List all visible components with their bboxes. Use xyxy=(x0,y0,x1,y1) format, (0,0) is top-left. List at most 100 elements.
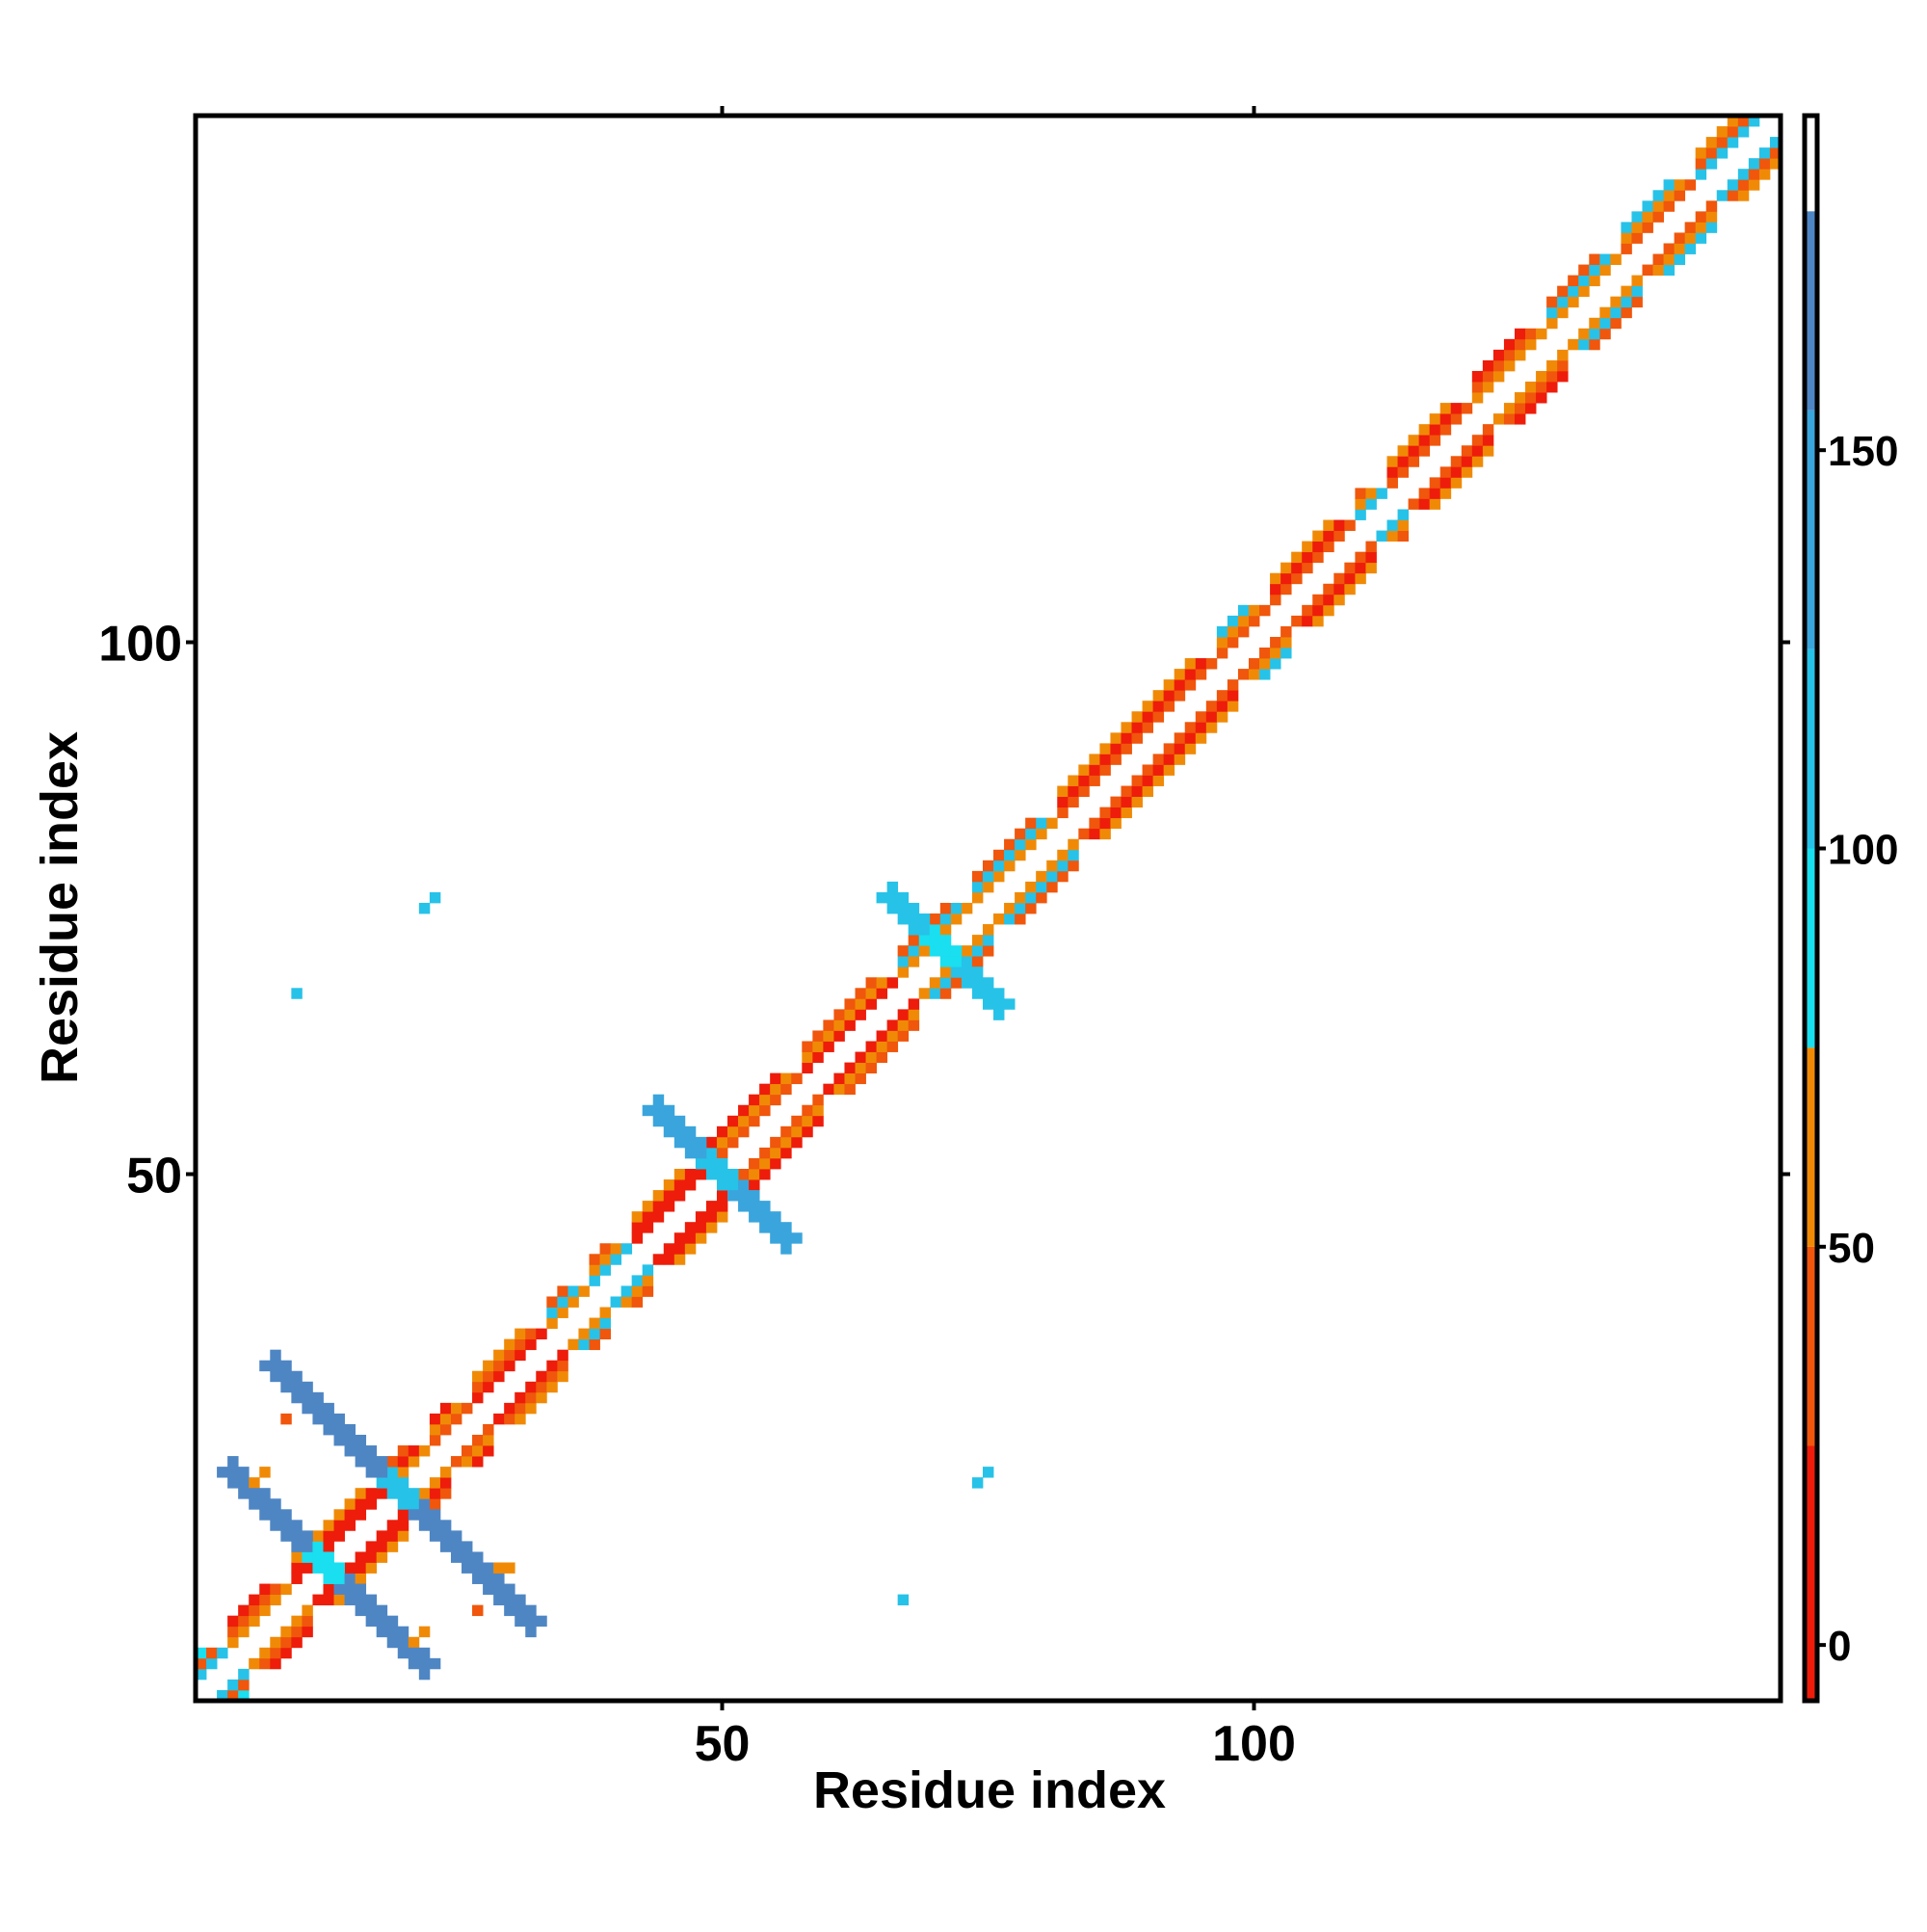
heatmap-cell xyxy=(770,1232,781,1244)
heatmap-cell xyxy=(759,1094,771,1106)
heatmap-cell xyxy=(270,1636,281,1649)
heatmap-cell xyxy=(1610,296,1622,308)
heatmap-cell xyxy=(1769,158,1782,170)
heatmap-cell xyxy=(855,988,866,999)
heatmap-cell xyxy=(312,1413,324,1425)
heatmap-cell xyxy=(333,1509,345,1521)
heatmap-cell xyxy=(1705,211,1718,223)
heatmap-cell xyxy=(1397,445,1409,457)
heatmap-cell xyxy=(333,1530,345,1542)
heatmap-cell xyxy=(684,1147,697,1159)
heatmap-cell xyxy=(472,1562,484,1574)
heatmap-cell xyxy=(1589,264,1600,276)
heatmap-cell xyxy=(536,1391,547,1404)
heatmap-cell xyxy=(1514,328,1526,340)
heatmap-cell xyxy=(791,1115,803,1127)
heatmap-cell xyxy=(749,1201,760,1212)
heatmap-cell xyxy=(280,1381,292,1393)
heatmap-cell xyxy=(1482,445,1494,457)
heatmap-cell xyxy=(589,1317,600,1329)
heatmap-cell xyxy=(802,1115,813,1127)
heatmap-cell xyxy=(1546,317,1558,330)
x-axis-label: Residue index xyxy=(813,1761,1166,1819)
heatmap-cell xyxy=(1163,764,1175,776)
heatmap-cell xyxy=(1355,572,1366,585)
heatmap-cell xyxy=(355,1551,367,1563)
heatmap-cell xyxy=(1439,488,1452,499)
heatmap-cell xyxy=(1174,690,1186,701)
heatmap-cell xyxy=(365,1551,378,1563)
heatmap-cell xyxy=(280,1360,292,1372)
heatmap-cell xyxy=(684,1222,697,1233)
heatmap-cell xyxy=(1270,594,1281,606)
heatmap-cell xyxy=(1015,849,1026,861)
heatmap-cell xyxy=(1408,445,1420,457)
heatmap-cell xyxy=(439,1402,452,1415)
heatmap-cell xyxy=(1163,690,1175,701)
heatmap-cell xyxy=(1727,116,1739,127)
heatmap-cell xyxy=(1174,743,1186,754)
heatmap-cell xyxy=(504,1402,515,1415)
heatmap-cell xyxy=(1184,658,1197,670)
heatmap-cell xyxy=(1036,828,1047,840)
heatmap-cell xyxy=(462,1456,473,1468)
heatmap-cell xyxy=(312,1594,324,1606)
heatmap-cell xyxy=(716,1125,728,1138)
heatmap-cell xyxy=(1546,296,1558,308)
heatmap-cell xyxy=(1557,370,1569,383)
heatmap-cell xyxy=(249,1604,260,1617)
heatmap-cell xyxy=(908,945,920,957)
heatmap-cell xyxy=(280,1530,292,1542)
heatmap-cell xyxy=(259,1498,271,1510)
heatmap-cell xyxy=(780,1232,792,1244)
heatmap-cell xyxy=(312,1551,324,1563)
colorbar-band xyxy=(1805,848,1817,1048)
heatmap-cell xyxy=(663,1254,675,1265)
heatmap-cell xyxy=(1323,594,1334,606)
heatmap-cell xyxy=(1418,445,1431,457)
heatmap-cell xyxy=(631,1275,644,1286)
heatmap-cell xyxy=(631,1222,644,1233)
heatmap-cell xyxy=(589,1328,600,1340)
heatmap-cell xyxy=(450,1456,462,1468)
heatmap-cell xyxy=(483,1381,494,1393)
heatmap-cell xyxy=(716,1211,728,1223)
heatmap-cell xyxy=(1642,264,1653,276)
heatmap-cell xyxy=(439,1530,452,1542)
heatmap-cell xyxy=(259,1594,271,1606)
heatmap-cell xyxy=(344,1423,356,1436)
heatmap-cell xyxy=(876,977,888,989)
heatmap-cell xyxy=(462,1551,473,1563)
heatmap-cell xyxy=(1174,732,1186,744)
heatmap-cell xyxy=(1536,370,1547,383)
heatmap-cell xyxy=(238,1668,250,1681)
heatmap-cell xyxy=(1216,701,1228,712)
heatmap-cell xyxy=(791,1136,803,1149)
heatmap-cell xyxy=(982,998,994,1010)
heatmap-cell xyxy=(886,881,899,893)
heatmap-cell xyxy=(1450,466,1463,478)
heatmap-cell xyxy=(504,1604,515,1617)
heatmap-cell xyxy=(802,1125,813,1138)
heatmap-cell xyxy=(1110,732,1122,744)
heatmap-cell xyxy=(1631,296,1643,308)
heatmap-cell xyxy=(876,891,888,904)
heatmap-cell xyxy=(749,1190,760,1202)
heatmap-cell xyxy=(302,1381,313,1393)
heatmap-cell xyxy=(1110,796,1122,808)
heatmap-cell xyxy=(408,1509,420,1521)
heatmap-cell xyxy=(397,1626,409,1638)
heatmap-cell xyxy=(652,1104,665,1117)
heatmap-cell xyxy=(462,1402,473,1415)
heatmap-cell xyxy=(1302,541,1313,553)
heatmap-cell xyxy=(1280,648,1292,659)
heatmap-cell xyxy=(1089,775,1100,786)
heatmap-cell xyxy=(472,1456,484,1468)
heatmap-cell xyxy=(1259,669,1271,680)
heatmap-cell xyxy=(886,1041,899,1052)
heatmap-cell xyxy=(227,1615,239,1628)
colorbar: 0 50 100 150 xyxy=(1802,113,1898,1704)
heatmap-cell xyxy=(833,1030,845,1042)
heatmap-cell xyxy=(1025,891,1037,904)
heatmap-cell xyxy=(918,988,931,999)
